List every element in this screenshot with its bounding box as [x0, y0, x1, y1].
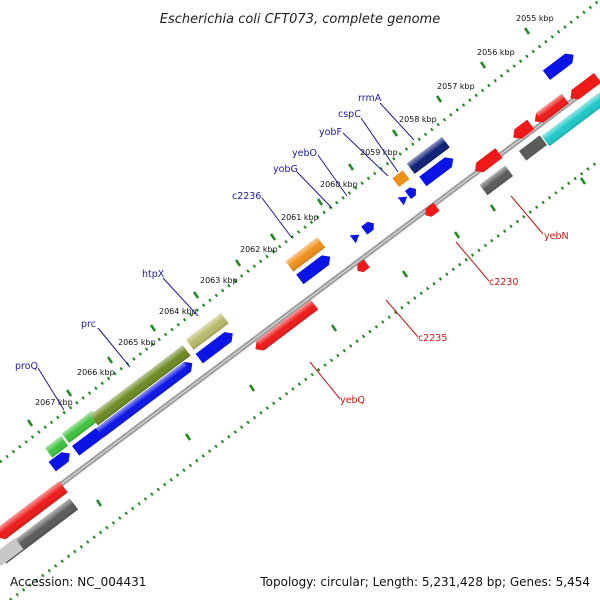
gene-label-yobF[interactable]: yobF — [319, 127, 342, 138]
kbp-label: 2058 kbp — [399, 115, 437, 124]
tick-ring-inner — [9, 158, 600, 600]
reverse-label-leaders — [309, 195, 544, 400]
gene-arrow[interactable] — [510, 119, 535, 143]
gene-label-yebN[interactable]: yebN — [544, 231, 569, 242]
kbp-label: 2065 kbp — [118, 338, 156, 347]
gene-arrow[interactable] — [542, 50, 577, 81]
genome-stats-text: Topology: circular; Length: 5,231,428 bp… — [259, 575, 590, 589]
gene-arrow[interactable] — [397, 193, 410, 206]
tick-ring-outer — [0, 0, 600, 464]
reverse-gene-labels: yebN c2230 c2235 yebQ — [340, 231, 569, 406]
kbp-label: 2059 kbp — [360, 148, 398, 157]
kbp-ticks — [26, 27, 587, 507]
kbp-label: 2056 kbp — [477, 48, 515, 57]
gene-arrow[interactable] — [361, 219, 377, 235]
gene-label-prc[interactable]: prc — [81, 319, 96, 330]
kbp-label: 2062 kbp — [240, 245, 278, 254]
gene-label-htpX[interactable]: htpX — [142, 269, 165, 280]
gene-label-cspC[interactable]: cspC — [338, 109, 361, 120]
gene-arrow[interactable] — [195, 329, 237, 364]
gene-label-yebO[interactable]: yebO — [292, 148, 317, 159]
kbp-label: 2061 kbp — [281, 213, 319, 222]
kbp-label: 2064 kbp — [159, 307, 197, 316]
gene-label-yobG[interactable]: yobG — [273, 164, 298, 175]
accession-text: Accession: NC_004431 — [10, 575, 146, 589]
gene-arrow[interactable] — [422, 202, 440, 219]
gene-arrow[interactable] — [354, 259, 370, 274]
kbp-label: 2055 kbp — [516, 14, 554, 23]
gene-label-proQ[interactable]: proQ — [15, 361, 38, 372]
forward-gene-labels: rrmA cspC yobF yebO yobG c2236 htpX prc … — [15, 93, 382, 372]
gene-arrow[interactable] — [48, 449, 74, 472]
map-title: Escherichia coli CFT073, complete genome — [160, 12, 440, 27]
gene-arrow[interactable] — [72, 424, 108, 456]
gene-arrow[interactable] — [296, 252, 334, 285]
gene-arrow[interactable] — [471, 148, 503, 176]
kbp-labels: 2055 kbp 2056 kbp 2057 kbp 2058 kbp 2059… — [35, 14, 554, 407]
gene-arrow[interactable] — [392, 170, 410, 188]
gene-arrow[interactable] — [419, 154, 457, 187]
gene-arrow[interactable] — [519, 135, 547, 161]
forward-label-leaders — [37, 102, 415, 411]
gene-label-yebQ[interactable]: yebQ — [340, 395, 365, 406]
kbp-label: 2057 kbp — [437, 82, 475, 91]
kbp-label: 2067 kbp — [35, 398, 73, 407]
kbp-label: 2063 kbp — [200, 276, 238, 285]
gene-arrow[interactable] — [404, 185, 419, 200]
kbp-label: 2066 kbp — [77, 368, 115, 377]
gene-label-c2230[interactable]: c2230 — [489, 277, 518, 288]
gene-arrow[interactable] — [349, 231, 362, 244]
gene-features — [0, 50, 600, 567]
gene-arrow[interactable] — [0, 537, 24, 567]
gene-label-rrmA[interactable]: rrmA — [358, 93, 382, 104]
gene-label-c2236[interactable]: c2236 — [232, 191, 261, 202]
gene-arrow[interactable] — [567, 72, 600, 103]
gene-label-c2235[interactable]: c2235 — [418, 333, 447, 344]
